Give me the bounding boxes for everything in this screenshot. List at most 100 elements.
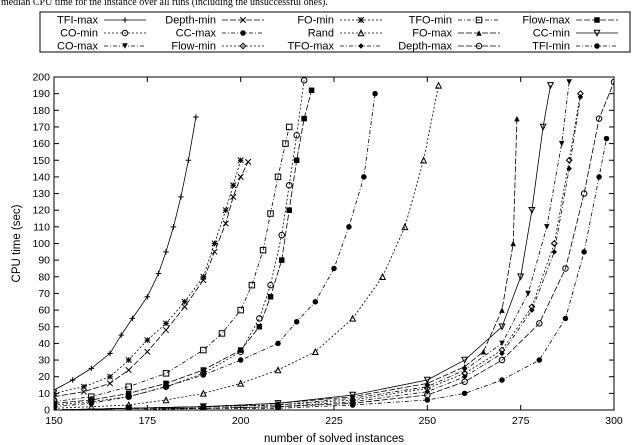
data-point — [349, 391, 357, 399]
data-point — [144, 294, 151, 300]
data-point — [274, 173, 282, 181]
data-point — [200, 405, 207, 410]
data-point — [461, 390, 468, 397]
y-tick-label: 130 — [32, 188, 50, 200]
legend-label: CC-max — [176, 28, 217, 40]
data-point — [434, 81, 443, 89]
data-point — [514, 115, 520, 122]
data-point — [256, 315, 263, 322]
data-point — [181, 303, 188, 310]
data-point — [259, 246, 267, 254]
x-axis-label: number of solved instances — [264, 433, 404, 445]
axes: 150 175 200 225 250 275 300 0 10 20 30 40 50 60 70 80 90… — [32, 72, 622, 428]
data-point — [286, 207, 292, 213]
series-line — [54, 93, 581, 410]
legend-marker — [239, 16, 247, 24]
data-point — [155, 270, 162, 277]
legend-label: FO-max — [412, 28, 452, 40]
series-tfi-min — [54, 135, 610, 410]
legend-marker — [358, 43, 364, 49]
y-tick-label: 70 — [38, 288, 50, 300]
y-tick-label: 120 — [32, 205, 50, 217]
data-point — [566, 79, 572, 85]
data-point — [125, 390, 132, 397]
data-point — [349, 314, 357, 322]
data-point — [199, 389, 207, 397]
y-tick-label: 80 — [38, 271, 50, 283]
data-point — [144, 348, 151, 355]
legend-marker — [240, 30, 246, 36]
data-point — [420, 156, 428, 164]
series-line — [54, 80, 305, 406]
y-tick-label: 140 — [32, 171, 50, 183]
data-point — [222, 207, 229, 214]
legend-label: Rand — [308, 28, 334, 40]
data-point — [163, 249, 169, 255]
data-point — [230, 193, 237, 200]
legend-label: Flow-min — [171, 41, 216, 53]
data-point — [245, 158, 252, 166]
data-point — [401, 222, 409, 231]
legend-marker — [593, 29, 601, 37]
data-point — [107, 350, 113, 357]
figure-caption: e median CPU time for the instance over … — [0, 0, 328, 8]
data-point — [267, 210, 274, 217]
data-point — [558, 140, 565, 147]
data-point — [551, 249, 558, 255]
series-line — [54, 116, 197, 391]
data-point — [517, 273, 525, 281]
plot-frame — [53, 76, 615, 411]
data-point — [510, 240, 516, 247]
data-point — [311, 347, 319, 355]
data-point — [125, 383, 132, 390]
data-point — [312, 299, 319, 305]
data-point — [480, 348, 487, 355]
data-point — [331, 265, 337, 272]
data-point — [237, 173, 244, 181]
data-point — [237, 347, 244, 353]
data-point — [248, 281, 256, 289]
legend-marker — [121, 29, 129, 37]
y-tick-label: 200 — [32, 72, 50, 84]
legend-label: Depth-min — [165, 15, 216, 27]
y-tick-label: 10 — [38, 388, 50, 400]
data-point — [461, 378, 468, 385]
legend-label: Flow-max — [522, 15, 570, 27]
data-point — [267, 281, 274, 289]
legend-label: TFO-max — [288, 41, 335, 53]
series-line — [54, 160, 242, 394]
data-point — [88, 365, 95, 372]
data-point — [118, 332, 124, 338]
data-point — [267, 294, 274, 300]
data-point — [222, 220, 229, 227]
y-tick-label: 170 — [32, 121, 50, 133]
data-point — [293, 132, 300, 139]
x-tick-label: 150 — [45, 415, 63, 427]
data-point — [80, 383, 87, 390]
legend-marker — [594, 43, 600, 49]
data-point — [361, 174, 367, 180]
data-point — [293, 319, 300, 325]
data-point — [237, 306, 244, 314]
data-point — [80, 388, 87, 395]
data-point — [378, 272, 387, 281]
data-point — [285, 181, 293, 189]
legend-marker — [357, 16, 365, 24]
data-point — [274, 366, 282, 374]
series-depth-min — [54, 158, 252, 400]
x-tick-label: 200 — [232, 415, 250, 427]
data-point — [603, 135, 610, 142]
series-co-min — [54, 77, 308, 409]
data-point — [282, 140, 289, 147]
data-point — [349, 402, 356, 408]
legend-label: TFO-min — [409, 15, 452, 27]
data-point — [162, 326, 170, 334]
legend-box — [39, 11, 631, 53]
data-point — [580, 190, 588, 197]
legend-marker — [594, 17, 600, 23]
data-point — [346, 224, 352, 230]
data-point — [54, 387, 57, 393]
data-point — [544, 224, 550, 230]
data-point — [536, 357, 543, 363]
